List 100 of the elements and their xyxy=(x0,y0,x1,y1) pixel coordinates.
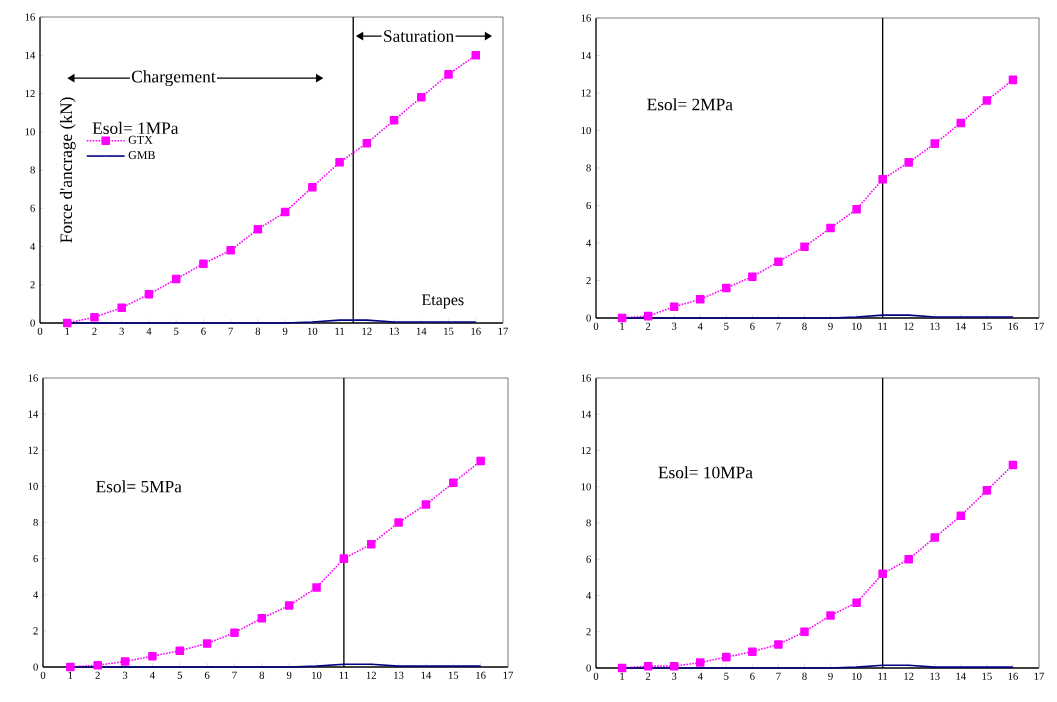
y-tick-label: 10 xyxy=(581,483,591,491)
point xyxy=(284,601,294,610)
annotation: Chargement xyxy=(131,70,216,87)
x-tick-label: 15 xyxy=(448,671,459,679)
point xyxy=(982,486,992,495)
y-tick-label: 4 xyxy=(586,591,592,599)
point xyxy=(171,274,181,284)
x-tick-label: 9 xyxy=(828,322,833,330)
point xyxy=(421,500,431,509)
point xyxy=(826,223,835,233)
point xyxy=(1008,75,1018,85)
y-tick-label: 12 xyxy=(28,446,38,454)
point xyxy=(476,456,485,466)
x-tick-label: 14 xyxy=(956,322,966,330)
legend-label: GTX xyxy=(128,135,153,144)
annotation: Saturation xyxy=(384,30,454,42)
x-tick-label: 0 xyxy=(40,671,46,679)
x-tick-label: 0 xyxy=(593,322,599,330)
x-tick-label: 8 xyxy=(802,672,807,680)
y-tick-label: 6 xyxy=(586,201,591,210)
point xyxy=(722,283,731,293)
y-tick-label: 6 xyxy=(33,555,38,563)
y-tick-label: 12 xyxy=(581,89,591,97)
x-tick-label: 14 xyxy=(421,671,432,679)
x-tick-label: 10 xyxy=(312,671,322,679)
point xyxy=(695,294,705,304)
x-tick-label: 2 xyxy=(92,327,97,335)
x-tick-label: 6 xyxy=(750,322,755,330)
y-tick-label: 4 xyxy=(30,242,36,250)
point xyxy=(930,533,940,542)
point xyxy=(62,318,72,328)
y-tick-label: 6 xyxy=(586,555,591,563)
x-tick-label: 15 xyxy=(444,327,454,335)
point xyxy=(308,182,317,192)
annotation: Esol= 10MPa xyxy=(658,466,753,479)
point xyxy=(257,613,267,623)
x-tick-label: 13 xyxy=(394,671,404,679)
x-tick-label: 6 xyxy=(201,327,206,335)
y-tick-label: 16 xyxy=(581,374,591,382)
point xyxy=(120,657,130,666)
y-tick-label: 2 xyxy=(33,627,38,635)
y-tick-label: 0 xyxy=(586,314,591,322)
x-tick-label: 1 xyxy=(68,671,73,679)
x-tick-label: 3 xyxy=(672,322,677,330)
annotation: Esol= 5MPa xyxy=(96,480,182,493)
point xyxy=(956,511,966,520)
x-tick-label: 5 xyxy=(174,327,179,335)
y-tick-label: 0 xyxy=(586,664,591,672)
point xyxy=(748,647,757,656)
point xyxy=(117,303,126,312)
x-tick-label: 16 xyxy=(476,671,486,679)
point xyxy=(335,158,344,167)
y-tick-label: 16 xyxy=(28,374,38,382)
point xyxy=(175,646,185,655)
x-tick-label: 10 xyxy=(852,322,862,330)
x-tick-label: 2 xyxy=(95,671,100,679)
x-tick-label: 14 xyxy=(956,672,966,680)
legend-label: GMB xyxy=(128,151,155,160)
point xyxy=(280,207,290,217)
x-tick-label: 5 xyxy=(177,671,183,679)
x-tick-label: 14 xyxy=(416,327,427,335)
y-tick-label: 16 xyxy=(581,14,591,22)
point xyxy=(669,661,679,671)
x-tick-label: 3 xyxy=(122,671,128,679)
x-tick-label: 12 xyxy=(904,322,914,330)
y-tick-label: 12 xyxy=(25,89,35,98)
x-tick-label: 17 xyxy=(503,671,514,679)
y-tick-label: 12 xyxy=(581,446,591,455)
point xyxy=(362,138,372,148)
point xyxy=(93,660,102,670)
point xyxy=(312,583,321,592)
y-tick-label: 0 xyxy=(33,663,38,671)
point xyxy=(800,627,809,636)
point xyxy=(956,118,966,128)
point xyxy=(339,554,349,563)
point xyxy=(774,640,783,649)
x-axis-title: Etapes xyxy=(421,294,464,309)
point xyxy=(852,204,861,214)
point xyxy=(774,257,783,266)
x-tick-label: 2 xyxy=(645,672,651,680)
y-tick-label: 6 xyxy=(30,204,35,212)
x-tick-label: 1 xyxy=(620,672,625,680)
x-tick-label: 9 xyxy=(286,671,292,679)
x-tick-label: 8 xyxy=(802,322,807,330)
x-tick-label: 1 xyxy=(620,322,625,330)
y-tick-label: 2 xyxy=(586,628,591,636)
x-tick-label: 17 xyxy=(1034,672,1045,680)
point xyxy=(643,661,653,671)
point xyxy=(471,50,481,60)
point xyxy=(389,115,399,125)
x-tick-label: 1 xyxy=(65,327,70,335)
y-tick-label: 16 xyxy=(25,13,35,21)
x-tick-label: 4 xyxy=(697,322,703,330)
x-tick-label: 0 xyxy=(593,672,599,680)
point xyxy=(617,313,627,323)
x-tick-label: 6 xyxy=(204,671,210,679)
y-tick-label: 8 xyxy=(586,164,591,172)
x-tick-label: 13 xyxy=(930,672,940,680)
point xyxy=(878,174,887,184)
x-tick-label: 10 xyxy=(852,672,862,680)
